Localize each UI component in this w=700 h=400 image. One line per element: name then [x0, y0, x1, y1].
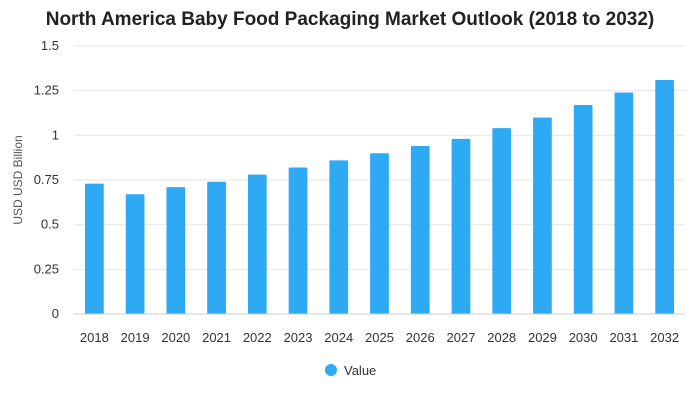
bar-2032[interactable]: [655, 79, 675, 315]
y-tick-label: 1: [52, 127, 59, 142]
bar-2025[interactable]: [370, 153, 389, 314]
x-tick-label: 2023: [284, 330, 313, 345]
legend-marker-value: [325, 364, 337, 376]
y-axis-ticks: 0 0.25 0.5 0.75 1 1.25 1.5: [34, 38, 59, 321]
x-tick-label: 2030: [569, 330, 598, 345]
y-tick-label: 0: [52, 306, 59, 321]
bar-2031[interactable]: [614, 92, 634, 314]
bar-2027[interactable]: [451, 138, 471, 314]
x-tick-label: 2019: [121, 330, 150, 345]
bar-2026[interactable]: [410, 146, 430, 314]
y-axis-title: USD USD Billion: [11, 135, 25, 224]
y-tick-label: 0.75: [34, 172, 59, 187]
bar-2028[interactable]: [492, 128, 512, 314]
x-tick-label: 2021: [202, 330, 231, 345]
x-tick-label: 2026: [406, 330, 435, 345]
x-tick-label: 2018: [80, 330, 109, 345]
bar-2030[interactable]: [573, 104, 593, 315]
x-tick-label: 2027: [447, 330, 476, 345]
legend-label-value: Value: [344, 363, 376, 378]
y-tick-label: 0.25: [34, 261, 59, 276]
x-tick-label: 2025: [365, 330, 394, 345]
chart-title: North America Baby Food Packaging Market…: [46, 9, 655, 30]
x-axis-ticks: 2018 2019 2020 2021 2022 2023 2024 2025 2026 2027…: [80, 330, 679, 345]
bar-2023[interactable]: [288, 167, 308, 314]
x-tick-label: 2029: [528, 330, 557, 345]
bar-2019[interactable]: [125, 194, 145, 314]
x-tick-label: 2032: [650, 330, 679, 345]
bar-2021[interactable]: [207, 181, 226, 314]
bar-2022[interactable]: [247, 174, 267, 314]
y-tick-label: 1.5: [41, 38, 59, 53]
y-tick-label: 0.5: [41, 217, 59, 232]
x-tick-label: 2024: [324, 330, 353, 345]
bar-2020[interactable]: [166, 187, 186, 314]
bar-2018[interactable]: [84, 183, 104, 314]
bar-2024[interactable]: [329, 160, 349, 314]
bar-2029[interactable]: [533, 117, 552, 314]
bars: [84, 79, 675, 315]
x-tick-label: 2022: [243, 330, 272, 345]
y-tick-label: 1.25: [34, 83, 59, 98]
legend[interactable]: Value: [325, 363, 376, 378]
x-tick-label: 2031: [609, 330, 638, 345]
x-tick-label: 2020: [161, 330, 190, 345]
x-tick-label: 2028: [487, 330, 516, 345]
